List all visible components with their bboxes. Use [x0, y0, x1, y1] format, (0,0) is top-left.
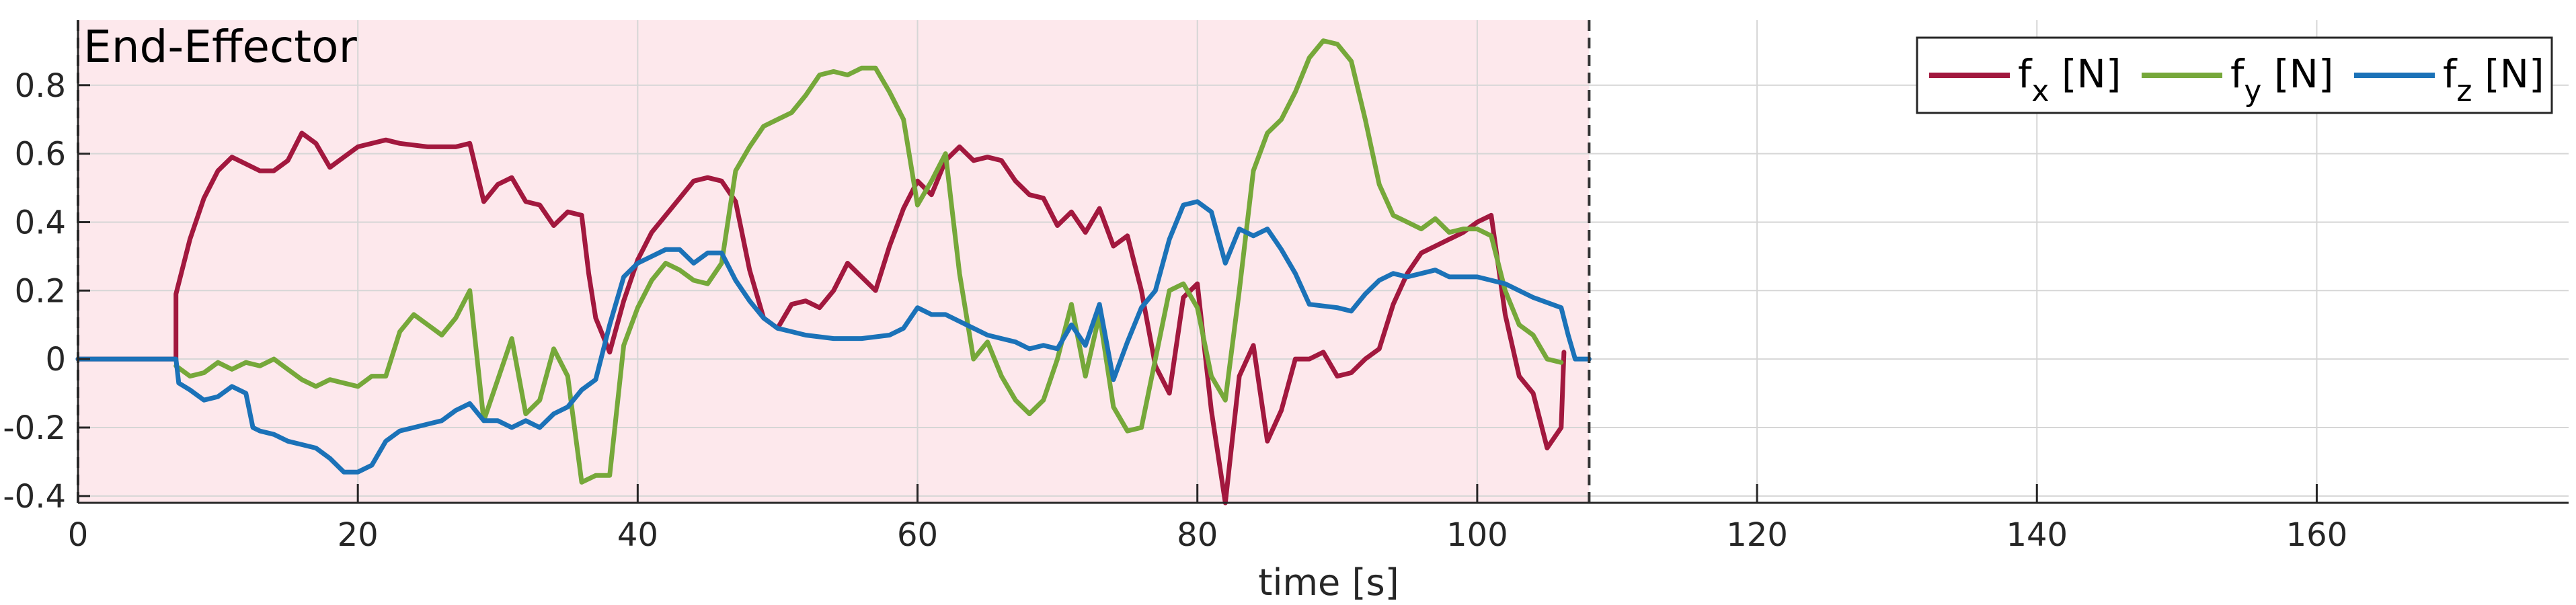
x-tick-label: 0 [68, 516, 89, 554]
series-line-fz [75, 199, 1592, 475]
legend-label-fx: fx [N] [2018, 51, 2121, 108]
shaded-region [78, 20, 1590, 503]
axis-layer [77, 20, 2569, 504]
x-tick-label: 60 [897, 516, 938, 554]
series-layer [75, 38, 1592, 506]
y-tick-label: 0 [45, 341, 66, 378]
tick-label-layer: 0 20 40 60 80 100 120 140 160 -0.4 -0.2 0 0.2 0.4 0.6 0… [3, 67, 2347, 554]
legend-label-fz: fz [N] [2443, 51, 2544, 108]
x-tick-label: 140 [2006, 516, 2068, 554]
x-tick-label: 40 [617, 516, 658, 554]
shaded-region-layer [78, 20, 1590, 503]
x-tick-label: 20 [338, 516, 379, 554]
x-tick-label: 120 [1726, 516, 1788, 554]
legend-box [1916, 36, 2553, 114]
legend-label-fy: fy [N] [2230, 51, 2334, 108]
x-axis-label: time [s] [1258, 561, 1399, 604]
legend: fx [N] fy [N] fz [N] [1916, 36, 2553, 114]
y-tick-label: -0.4 [3, 478, 66, 516]
y-tick-label: -0.2 [3, 409, 66, 447]
series-line-fx [75, 130, 1567, 506]
y-tick-label: 0.6 [15, 136, 66, 173]
series-line-fy [173, 38, 1564, 485]
y-tick-label: 0.2 [15, 272, 66, 310]
chart-title: End-Effector [83, 21, 358, 73]
x-tick-label: 100 [1446, 516, 1508, 554]
x-tick-label: 80 [1177, 516, 1218, 554]
y-tick-label: 0.4 [15, 204, 66, 241]
x-tick-label: 160 [2286, 516, 2348, 554]
y-tick-label: 0.8 [15, 67, 66, 105]
